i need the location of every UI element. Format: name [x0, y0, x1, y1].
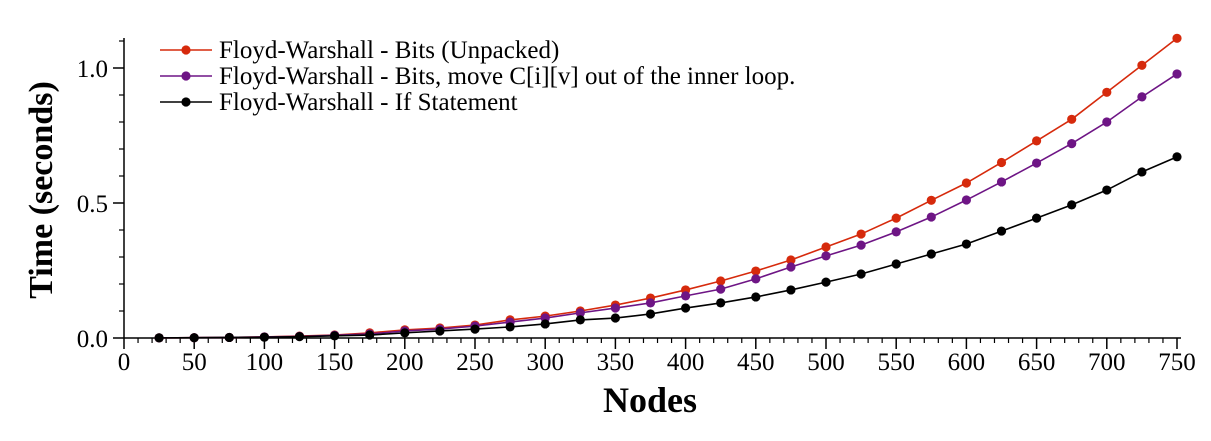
- legend-marker: [181, 71, 191, 81]
- x-tick-label: 500: [807, 349, 845, 376]
- data-point: [821, 242, 831, 252]
- data-point: [856, 269, 866, 279]
- data-point: [540, 319, 550, 329]
- data-point: [505, 322, 515, 332]
- data-point: [330, 331, 340, 341]
- data-point: [821, 277, 831, 287]
- data-point: [610, 313, 621, 323]
- data-point: [575, 308, 585, 318]
- data-point: [891, 227, 901, 237]
- x-tick-label: 550: [877, 349, 915, 376]
- data-point: [961, 178, 972, 188]
- data-point: [1172, 69, 1182, 79]
- data-point: [961, 195, 972, 205]
- data-point: [1032, 158, 1042, 168]
- tick-marks: 0 50 100 150 200 250 300 350 400 450 500 550 600 650 7…: [77, 40, 1196, 376]
- data-point: [716, 284, 726, 294]
- data-point: [294, 332, 305, 342]
- data-point: [1137, 167, 1147, 177]
- data-point: [996, 157, 1007, 168]
- data-point: [1102, 117, 1112, 127]
- data-point: [470, 324, 480, 334]
- x-tick-label: 300: [526, 349, 564, 376]
- data-point: [610, 303, 621, 313]
- y-tick-label: 1.0: [77, 56, 108, 83]
- data-point: [1067, 139, 1077, 149]
- data-point: [821, 251, 831, 261]
- data-point: [224, 332, 234, 343]
- data-point: [751, 266, 761, 276]
- data-point: [926, 249, 936, 259]
- data-point: [189, 333, 199, 343]
- data-point: [1102, 185, 1112, 195]
- x-axis-title: Nodes: [603, 380, 697, 420]
- legend-label: Floyd-Warshall - Bits (Unpacked): [219, 37, 559, 64]
- x-tick-label: 350: [597, 349, 635, 376]
- data-point: [575, 315, 585, 325]
- data-point: [996, 226, 1007, 236]
- data-point: [435, 326, 445, 336]
- x-tick-label: 150: [316, 349, 354, 376]
- data-point: [645, 298, 656, 308]
- x-tick-label: 50: [182, 349, 207, 376]
- data-point: [751, 274, 761, 284]
- data-point: [786, 285, 796, 295]
- data-point: [716, 298, 726, 308]
- data-point: [716, 276, 726, 286]
- data-point: [751, 292, 761, 302]
- data-point: [1102, 87, 1112, 97]
- data-point: [1172, 33, 1182, 43]
- data-point: [786, 262, 796, 272]
- x-tick-label: 400: [667, 349, 705, 376]
- data-point: [786, 255, 796, 265]
- x-tick-label: 700: [1088, 349, 1126, 376]
- data-point: [856, 229, 866, 239]
- data-point: [856, 240, 866, 250]
- data-point: [891, 213, 901, 223]
- legend-label: Floyd-Warshall - If Statement: [219, 89, 518, 116]
- x-tick-label: 100: [246, 349, 284, 376]
- data-point: [154, 333, 164, 343]
- y-axis-title: Time (seconds): [23, 81, 60, 299]
- data-point: [645, 309, 656, 319]
- legend-marker: [181, 45, 191, 55]
- x-tick-label: 650: [1018, 349, 1056, 376]
- x-tick-label: 750: [1158, 349, 1196, 376]
- data-point: [1032, 136, 1042, 146]
- data-point: [1067, 200, 1077, 210]
- data-point: [1067, 114, 1077, 124]
- series-2: [154, 152, 1182, 343]
- data-point: [1137, 60, 1147, 70]
- data-point: [681, 303, 691, 313]
- legend-marker: [181, 97, 191, 107]
- data-point: [996, 177, 1007, 187]
- y-tick-label: 0.0: [77, 326, 108, 353]
- series-group: [154, 33, 1182, 343]
- x-tick-label: 450: [737, 349, 775, 376]
- data-point: [1137, 92, 1147, 102]
- data-point: [926, 195, 936, 205]
- series-line: [159, 156, 1178, 339]
- data-point: [681, 291, 691, 301]
- data-point: [365, 330, 375, 340]
- y-tick-label: 0.5: [77, 191, 108, 218]
- data-point: [926, 212, 936, 222]
- data-point: [1032, 213, 1042, 223]
- data-point: [961, 239, 972, 249]
- legend: Floyd-Warshall - Bits (Unpacked)Floyd-Wa…: [160, 37, 795, 116]
- legend-label: Floyd-Warshall - Bits, move C[i][v] out …: [219, 63, 795, 90]
- data-point: [891, 259, 901, 269]
- data-point: [400, 328, 410, 338]
- data-point: [259, 332, 269, 342]
- x-tick-label: 250: [456, 349, 494, 376]
- data-point: [1172, 152, 1182, 162]
- x-tick-label: 200: [386, 349, 424, 376]
- x-tick-label: 600: [948, 349, 986, 376]
- x-tick-label: 0: [118, 349, 131, 376]
